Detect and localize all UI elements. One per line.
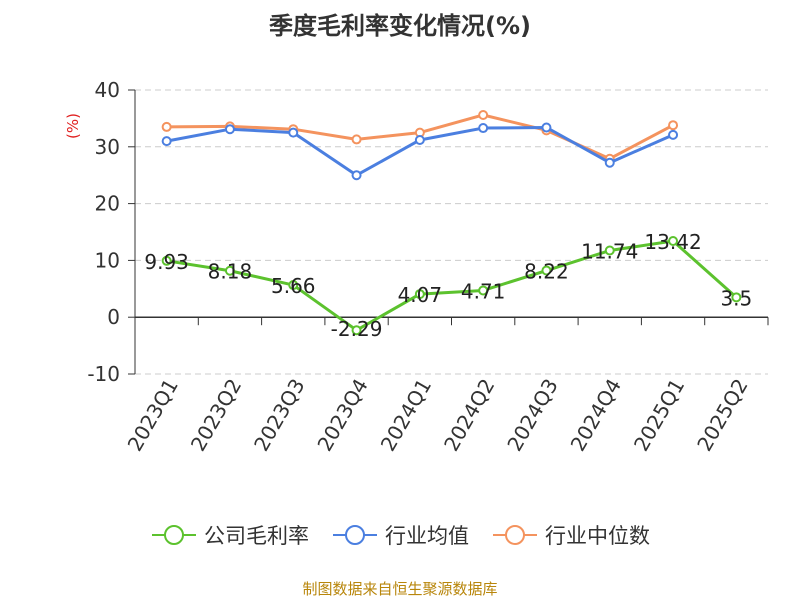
data-point-2 (351, 134, 362, 145)
chart-title: 季度毛利率变化情况(%) (269, 12, 531, 40)
data-point-1 (668, 129, 679, 140)
data-label: 9.93 (144, 250, 189, 274)
data-label: 8.22 (524, 260, 569, 284)
x-tick-label: 2023Q4 (312, 375, 372, 456)
data-point-1 (351, 170, 362, 181)
legend-item-industry-median[interactable]: 行业中位数 (491, 520, 650, 550)
data-point-2 (161, 121, 172, 132)
data-point-0 (414, 289, 425, 300)
data-label: 8.18 (208, 260, 253, 284)
data-point-0 (604, 245, 615, 256)
series-lines (161, 109, 742, 336)
y-tick-label: 10 (95, 248, 120, 272)
legend-label-industry-mean: 行业均值 (385, 524, 469, 548)
y-tick-label: 40 (95, 78, 120, 102)
x-tick-label: 2025Q2 (692, 375, 752, 456)
legend-item-industry-mean[interactable]: 行业均值 (331, 520, 469, 550)
data-point-0 (224, 265, 235, 276)
data-point-0 (351, 325, 362, 336)
data-point-0 (668, 235, 679, 246)
data-labels: 9.93 8.18 5.66 -2.29 4.07 4.71 8.22 11.74 13.42 3… (144, 230, 752, 341)
y-tick-label: 20 (95, 192, 120, 216)
legend-swatch-company (152, 525, 196, 545)
x-tick-label: 2023Q3 (249, 375, 309, 456)
y-tick-label: -10 (87, 362, 120, 386)
series-line-0 (166, 239, 738, 332)
x-tick-label: 2024Q2 (439, 375, 499, 456)
data-source-note: 制图数据来自恒生聚源数据库 (302, 580, 498, 598)
data-point-0 (478, 285, 489, 296)
legend-label-industry-median: 行业中位数 (545, 524, 650, 548)
legend-swatch-industry-median (493, 525, 537, 545)
legend-label-company: 公司毛利率 (204, 524, 309, 548)
data-label: 11.74 (581, 240, 638, 264)
data-point-0 (161, 255, 172, 266)
x-tick-label: 2024Q1 (376, 375, 436, 456)
legend: 公司毛利率 行业均值 行业中位数 (0, 520, 800, 550)
data-point-1 (604, 157, 615, 168)
data-point-0 (541, 265, 552, 276)
data-label: 4.07 (398, 283, 443, 307)
data-point-1 (161, 136, 172, 147)
legend-item-company[interactable]: 公司毛利率 (150, 520, 309, 550)
x-tick-label: 2024Q4 (566, 375, 626, 456)
data-label: 4.71 (461, 279, 506, 303)
data-point-1 (541, 122, 552, 133)
data-point-0 (731, 292, 742, 303)
data-label: 5.66 (271, 274, 316, 298)
data-point-2 (478, 109, 489, 120)
data-point-1 (288, 127, 299, 138)
y-axis-label: (%) (64, 113, 82, 139)
x-tick-label: 2023Q2 (186, 375, 246, 456)
y-tick-label: 0 (107, 305, 120, 329)
data-point-1 (414, 134, 425, 145)
legend-swatch-industry-mean (333, 525, 377, 545)
x-tick-label: 2023Q1 (123, 375, 183, 456)
data-point-0 (288, 280, 299, 291)
data-point-2 (668, 120, 679, 131)
x-tick-label: 2025Q1 (629, 375, 689, 456)
data-label: 13.42 (644, 230, 701, 254)
y-tick-label: 30 (95, 135, 120, 159)
data-label: 3.5 (720, 286, 752, 310)
data-point-1 (224, 124, 235, 135)
x-tick-label: 2024Q3 (502, 375, 562, 456)
data-label: -2.29 (331, 317, 383, 341)
data-point-1 (478, 123, 489, 134)
